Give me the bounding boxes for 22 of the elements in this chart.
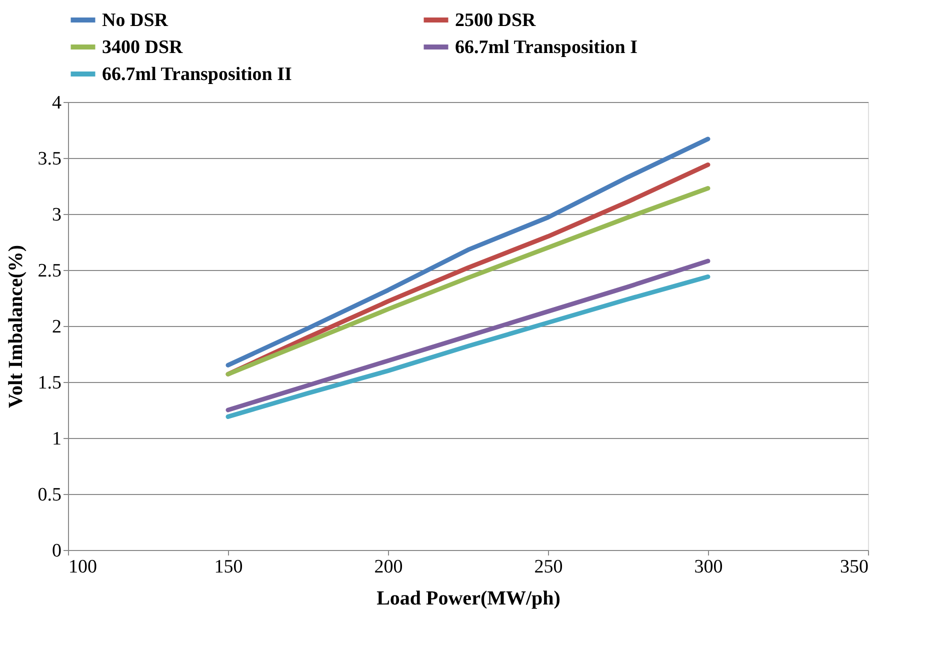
y-tick-label: 0.5	[38, 484, 62, 506]
y-tick-label: 1.5	[38, 372, 62, 394]
x-tick-label: 100	[68, 556, 97, 578]
x-tick-label: 300	[694, 556, 723, 578]
legend-label: 66.7ml Transposition I	[455, 37, 638, 58]
legend-label: 3400 DSR	[102, 37, 184, 58]
x-tick-label: 350	[840, 556, 868, 578]
y-tick-label: 3.5	[38, 148, 62, 170]
y-tick-label: 3	[52, 204, 62, 226]
y-axis-title: Volt Imbalance(%)	[4, 244, 27, 408]
y-tick-label: 0	[52, 540, 62, 562]
y-tick-label: 1	[52, 428, 62, 450]
legend-label: 66.7ml Transposition II	[102, 64, 292, 85]
y-tick-label: 4	[52, 92, 62, 114]
x-tick-label: 200	[374, 556, 403, 578]
y-tick-label: 2.5	[38, 260, 62, 282]
y-tick-label: 2	[52, 316, 62, 338]
x-axis-title: Load Power(MW/ph)	[376, 588, 560, 610]
x-tick-label: 150	[214, 556, 243, 578]
x-tick-label: 250	[534, 556, 563, 578]
legend-label: No DSR	[102, 10, 168, 31]
legend-label: 2500 DSR	[455, 10, 536, 31]
